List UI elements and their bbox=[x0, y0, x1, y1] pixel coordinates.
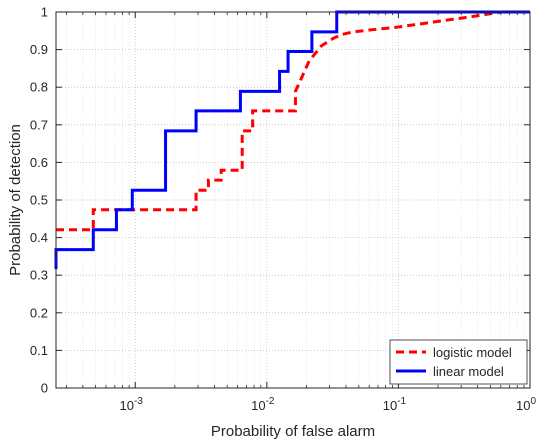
y-tick-label: 0 bbox=[41, 381, 48, 396]
y-tick-label: 0.4 bbox=[30, 230, 48, 245]
y-tick-label: 0.1 bbox=[30, 343, 48, 358]
series-line-linear-model bbox=[54, 10, 530, 270]
x-tick-label: 10-2 bbox=[251, 396, 275, 413]
x-tick-label: 100 bbox=[516, 396, 536, 413]
x-tick-label: 10-3 bbox=[120, 396, 144, 413]
y-tick-labels: 0 0.1 0.2 0.3 0.4 0.5 0.6 0.7 0.8 0.9 1 bbox=[30, 5, 48, 396]
axis-ticks bbox=[56, 11, 531, 389]
legend: logistic model linear model bbox=[389, 339, 528, 385]
y-tick-label: 0.2 bbox=[30, 305, 48, 320]
series-layer bbox=[54, 10, 530, 270]
y-tick-label: 0.7 bbox=[30, 117, 48, 132]
y-axis-label: Probability of detection bbox=[7, 124, 24, 276]
x-tick-labels: 10-3 10-2 10-1 100 bbox=[120, 396, 537, 413]
x-axis-label: Probability of false alarm bbox=[211, 423, 375, 440]
y-tick-label: 0.9 bbox=[30, 42, 48, 57]
y-tick-label: 0.8 bbox=[30, 80, 48, 95]
y-tick-label: 1 bbox=[41, 5, 48, 20]
y-tick-label: 0.3 bbox=[30, 268, 48, 283]
legend-box bbox=[389, 339, 528, 385]
y-tick-label: 0.5 bbox=[30, 193, 48, 208]
x-tick-label: 10-1 bbox=[383, 396, 407, 413]
legend-label-logistic: logistic model bbox=[433, 345, 512, 360]
y-tick-label: 0.6 bbox=[30, 155, 48, 170]
legend-label-linear: linear model bbox=[433, 364, 504, 379]
